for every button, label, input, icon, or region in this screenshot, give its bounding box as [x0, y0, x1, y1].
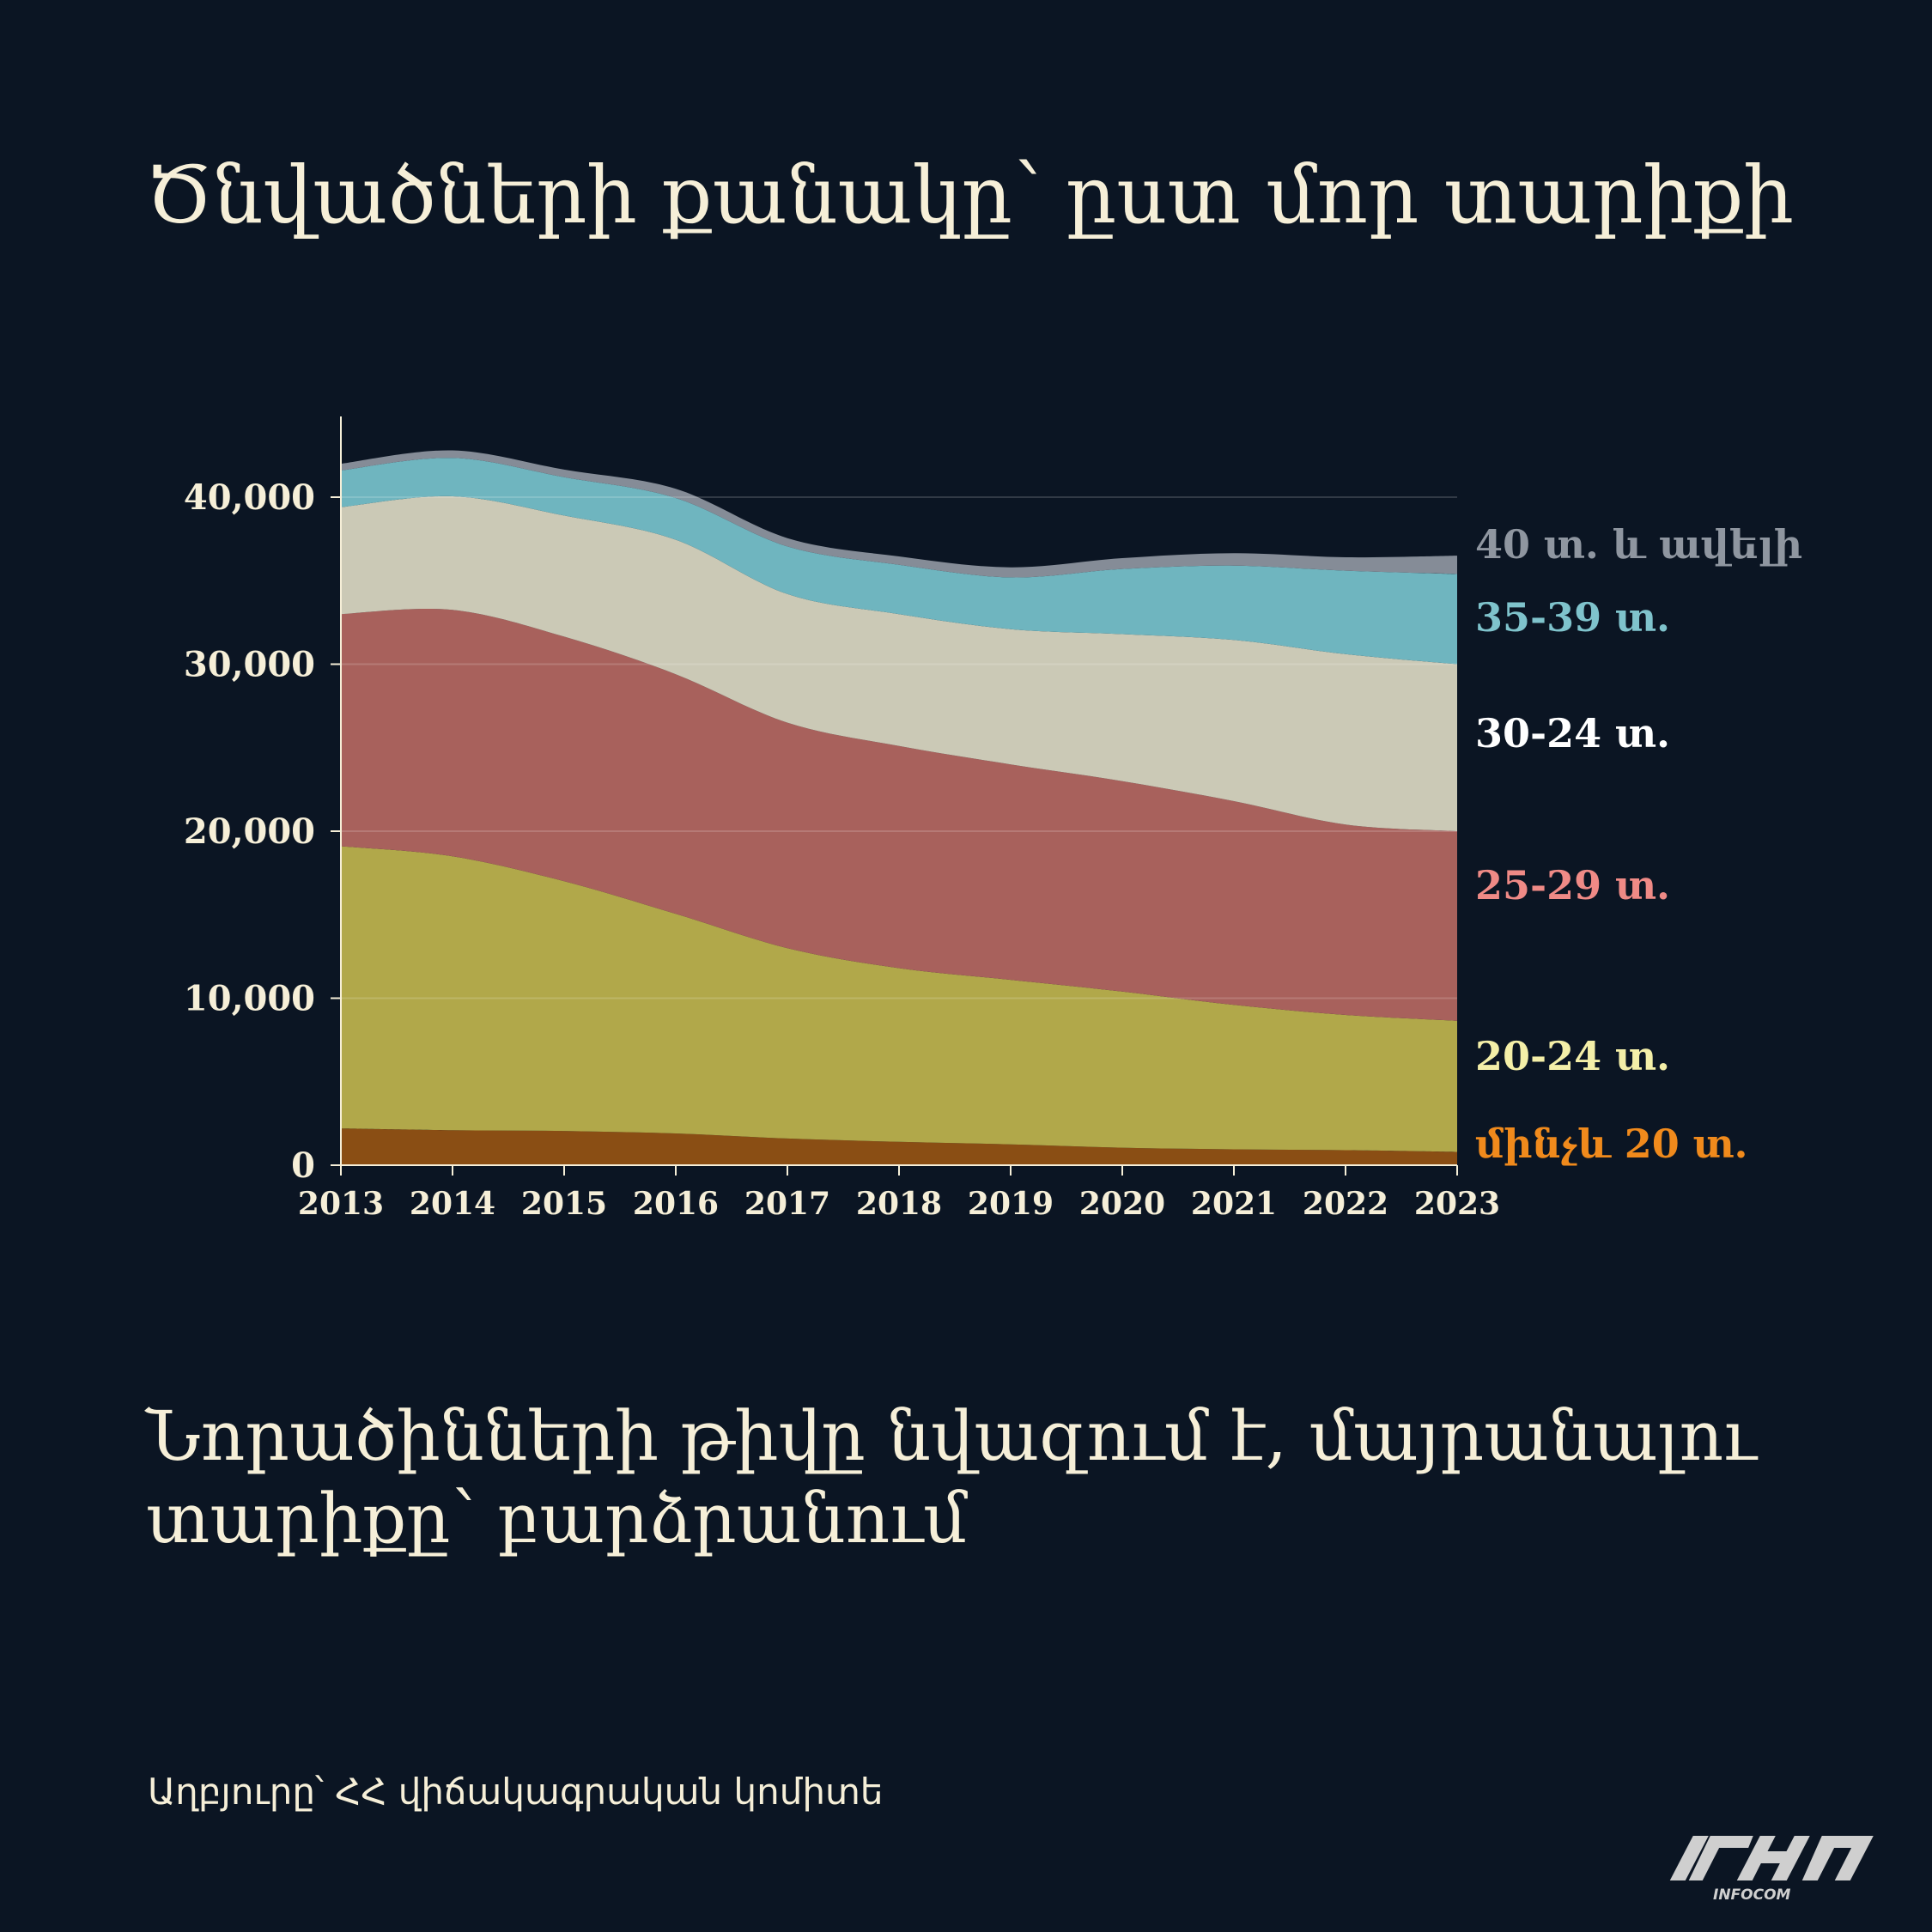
logo-text: INFOCOM	[1713, 1886, 1791, 1904]
x-tick-label: 2022	[1303, 1186, 1388, 1222]
series-labels: մինչև 20 տ. 20-24 տ. 25-29 տ. 30-24 տ. 35-39…	[1475, 521, 1802, 1167]
y-tick-label: 30,000	[184, 645, 315, 685]
y-tick-label: 0	[291, 1145, 315, 1186]
infocom-logo: INFOCOM	[1669, 1836, 1874, 1904]
series-label-25-29-տ: 25-29 տ.	[1475, 862, 1670, 908]
x-tick-label: 2019	[968, 1186, 1054, 1222]
area-մինչև-20-տ	[341, 1128, 1457, 1165]
series-label-30-24-տ: 30-24 տ.	[1475, 710, 1670, 756]
area-20-24-տ	[341, 846, 1457, 1152]
x-tick-label: 2017	[744, 1186, 830, 1222]
x-tick-label: 2023	[1414, 1186, 1500, 1222]
y-tick-label: 40,000	[184, 477, 315, 518]
area-30-24-տ	[341, 495, 1457, 831]
area-layers	[341, 450, 1457, 1165]
y-tick-label: 20,000	[184, 811, 315, 852]
x-tick-label: 2021	[1191, 1186, 1277, 1222]
series-label-20-24-տ: 20-24 տ.	[1475, 1033, 1670, 1079]
series-label-40-տ-և-ավելի: 40 տ. և ավելի	[1475, 521, 1802, 568]
y-tick-label: 10,000	[184, 979, 315, 1019]
x-tick-label: 2013	[298, 1186, 384, 1222]
y-axis-ticks: 0 10,000 20,000 30,000 40,000	[184, 477, 341, 1186]
x-tick-label: 2018	[856, 1186, 942, 1222]
x-tick-label: 2014	[410, 1186, 495, 1222]
area-40-տ-և-ավելի	[341, 450, 1457, 578]
area-25-29-տ	[341, 609, 1457, 1021]
x-axis-ticks: 2013 2014 2015 2016 2017 2018 2019 2020 2021 2022…	[298, 1165, 1500, 1222]
area-35-39-տ	[341, 458, 1457, 665]
series-label-35-39-տ: 35-39 տ.	[1475, 594, 1670, 641]
x-tick-label: 2016	[633, 1186, 719, 1222]
chart-title: Ծնվածների քանակը՝ ըստ մոր տարիքի	[146, 149, 1794, 241]
x-tick-label: 2020	[1079, 1186, 1165, 1222]
gridlines	[341, 496, 1457, 999]
chart-subtitle: Նորածինների թիվը նվազում է, մայրանալու տ…	[146, 1396, 1757, 1558]
series-label-մինչև-20-տ: մինչև 20 տ.	[1475, 1121, 1748, 1167]
source-note: Աղբյուրը՝ ՀՀ վիճակագրական կոմիտե	[148, 1771, 884, 1813]
x-tick-label: 2015	[521, 1186, 607, 1222]
